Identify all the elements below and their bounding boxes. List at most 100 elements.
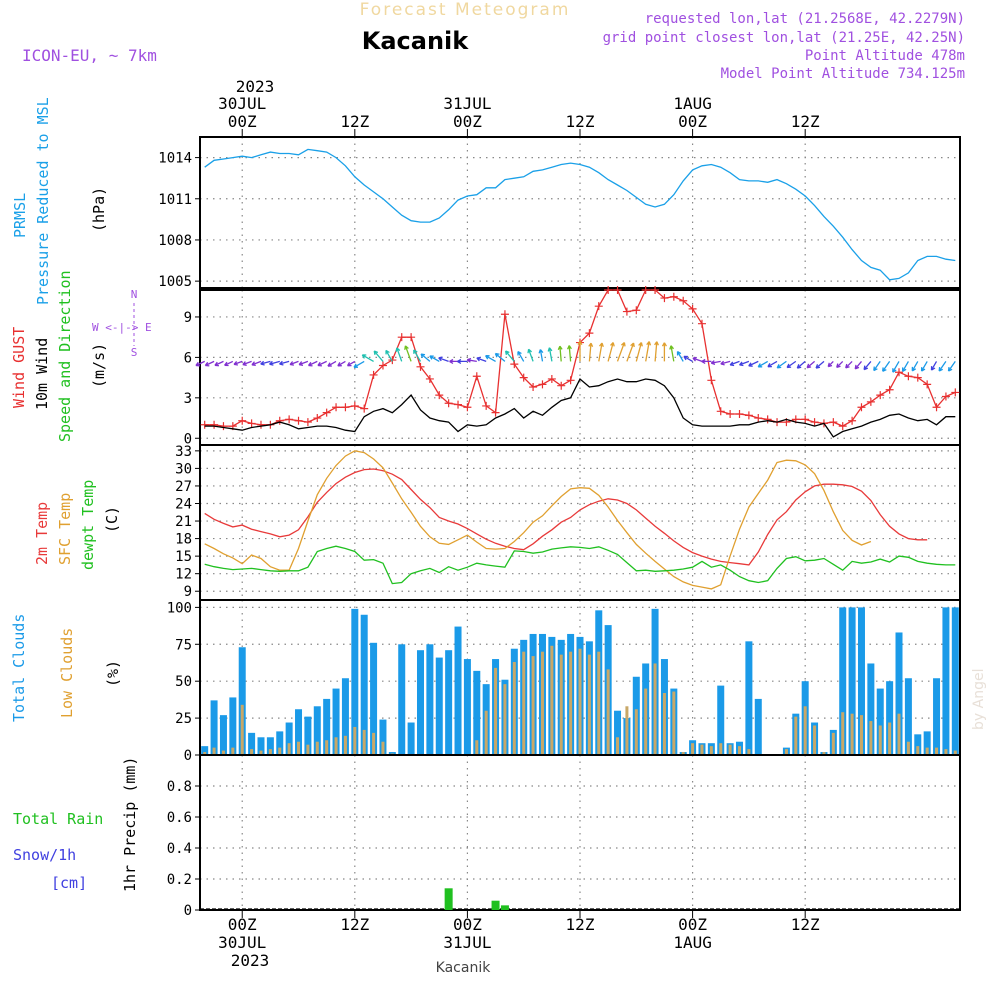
low-cloud-bar (794, 716, 798, 755)
y-tick-label: 30 (175, 461, 192, 477)
gust-marker (951, 388, 960, 397)
low-cloud-bar (906, 741, 910, 755)
y-tick-label: 1014 (158, 151, 192, 167)
panel-3: 0 25 50 75 100 (167, 599, 961, 764)
bottom-year: 2023 (231, 951, 270, 970)
bottom-date-label: 30JUL (218, 933, 266, 952)
wind-arrow (863, 360, 872, 371)
low-cloud-bar (691, 743, 695, 755)
total-cloud-bar (463, 659, 471, 755)
series-prmsl (204, 148, 956, 281)
low-cloud-bar (522, 651, 526, 755)
gust-marker (707, 376, 716, 385)
gust-marker (378, 361, 387, 370)
gust-marker (810, 418, 819, 427)
low-cloud-bar (935, 747, 939, 755)
y-tick-label: 0.4 (167, 841, 192, 857)
wind-arrow (669, 345, 675, 362)
top-date-label: 31JUL (443, 94, 491, 113)
low-cloud-bar (662, 693, 666, 755)
compass-n: N (131, 288, 138, 301)
low-cloud-bar (578, 648, 582, 755)
gust-marker (932, 403, 941, 412)
y-tick-label: 18 (175, 532, 192, 548)
top-tick-label: 12Z (791, 112, 820, 131)
gust-marker (238, 416, 247, 425)
wind-arrow (361, 354, 374, 362)
gust-marker (416, 362, 425, 371)
wind-arrow (911, 361, 919, 372)
wind-arrow (449, 358, 458, 364)
total-cloud-bar (416, 650, 424, 755)
gust-marker (885, 385, 894, 394)
gust-marker (763, 415, 772, 424)
gust-marker (904, 372, 913, 381)
top-date-label: 30JUL (218, 94, 266, 113)
total-cloud-bar (285, 722, 293, 755)
wind-arrow (616, 342, 626, 362)
total-cloud-bar (942, 607, 950, 755)
y-tick-label: 15 (175, 549, 192, 565)
total-cloud-bar (904, 678, 912, 755)
wind-arrow (438, 356, 449, 363)
low-clouds-label: Low Clouds (58, 628, 76, 718)
wind-arrow (504, 350, 515, 362)
top-tick-label: 12Z (566, 112, 595, 131)
total-cloud-bar (839, 607, 847, 755)
cloud-unit: (%) (104, 660, 122, 687)
gust-marker (876, 391, 885, 400)
low-cloud-bar (738, 746, 742, 755)
total-cloud-bar (473, 670, 481, 755)
total-cloud-bar (304, 716, 312, 755)
wind-arrow (317, 360, 327, 367)
gust-marker (848, 416, 857, 425)
model-label: ICON-EU, ~ 7km (22, 46, 157, 65)
panel-frame (199, 444, 961, 601)
total-cloud-bar (370, 642, 378, 755)
total-cloud-bar (745, 641, 753, 755)
wind-arrow (645, 341, 652, 362)
low-cloud-bar (550, 645, 554, 755)
total-cloud-bar (360, 614, 368, 755)
total-cloud-bar (717, 685, 725, 755)
wind-arrow (626, 342, 635, 362)
total-cloud-bar (867, 663, 875, 755)
total-cloud-bar (398, 644, 406, 755)
wind-arrow (385, 349, 393, 362)
wind-arrow (836, 360, 844, 369)
series-10m-wind (204, 377, 956, 438)
gust-marker (407, 333, 416, 342)
total-cloud-bar (351, 608, 359, 755)
panel-1: 0 3 6 9 (184, 286, 961, 447)
gust-marker (557, 381, 566, 390)
wind-arrow (892, 361, 900, 373)
low-cloud-bar (221, 750, 225, 755)
wind-arrow (527, 348, 534, 362)
total-cloud-bar (848, 607, 856, 755)
wind-arrow (710, 360, 721, 366)
gust-marker (463, 403, 472, 412)
sfc-label: SFC Temp (56, 493, 74, 565)
wind-arrow (938, 361, 947, 372)
gust-marker (829, 418, 838, 427)
wind-arrow (485, 355, 496, 362)
wind-arrow (547, 347, 553, 362)
gust-marker (688, 304, 697, 313)
total-cloud-bar (857, 607, 865, 755)
wind-arrow (204, 360, 215, 367)
wind-arrow (404, 345, 412, 362)
pressure-unit: (hPa) (90, 187, 108, 232)
gust-marker (866, 397, 875, 406)
low-cloud-bar (822, 752, 826, 755)
gust-marker (651, 286, 660, 294)
low-cloud-bar (953, 750, 957, 755)
bottom-date-label: 1AUG (673, 933, 712, 952)
wind-arrow (947, 361, 956, 372)
low-cloud-bar (494, 667, 498, 755)
total-cloud-bar (754, 698, 762, 755)
total-cloud-bar (951, 607, 959, 755)
low-cloud-bar (728, 744, 732, 755)
wind-arrow (337, 360, 346, 367)
total-cloud-bar (266, 737, 274, 755)
total-cloud-bar (454, 626, 462, 755)
